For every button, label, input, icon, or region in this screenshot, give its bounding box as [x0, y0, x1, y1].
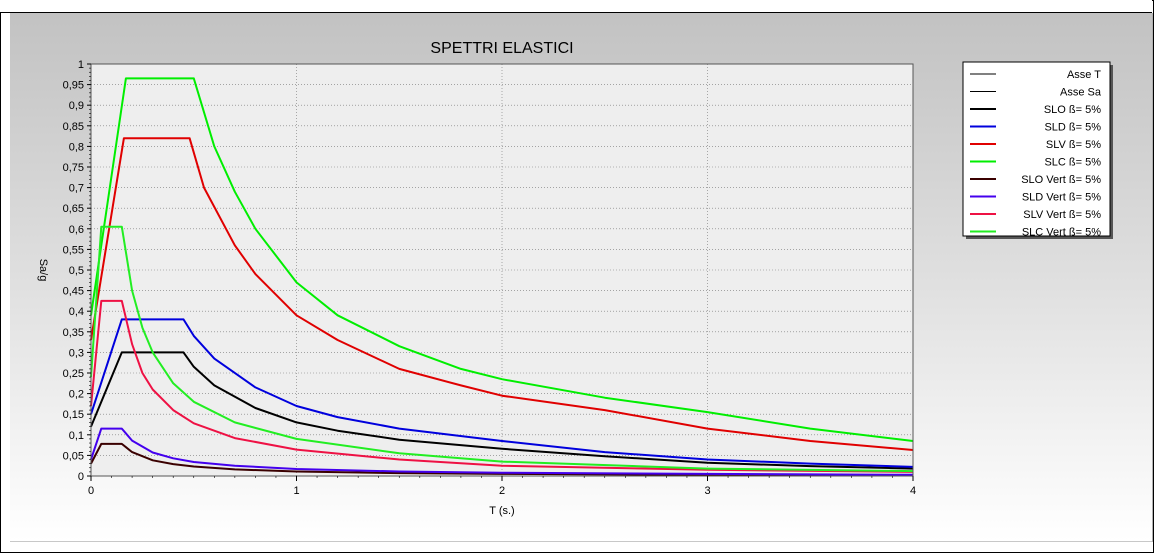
series-line-slo-: [90, 351, 914, 470]
legend-label: SLD ß= 5%: [1044, 122, 1101, 134]
x-tick-label: 1: [293, 485, 299, 497]
y-tick-label: 0,1: [69, 430, 84, 442]
series-line-sld-: [90, 318, 914, 468]
y-tick-label: 0,15: [63, 409, 84, 421]
bottom-divider: [10, 541, 1152, 542]
y-tick-label: 0,5: [69, 265, 84, 277]
y-tick-label: 0,6: [69, 224, 84, 236]
legend-label: SLC ß= 5%: [1044, 157, 1101, 169]
y-tick-label: 0,9: [69, 100, 84, 112]
legend-label: Asse Sa: [1060, 87, 1102, 99]
y-tick-label: 0,05: [63, 450, 84, 462]
y-tick-label: 0,35: [63, 327, 84, 339]
y-tick-label: 0,3: [69, 347, 84, 359]
x-tick-label: 3: [704, 485, 710, 497]
legend-label: SLO Vert ß= 5%: [1021, 174, 1101, 186]
top-strip: [0, 0, 1152, 13]
legend-label: SLV Vert ß= 5%: [1023, 209, 1101, 221]
x-tick-label: 4: [910, 485, 916, 497]
y-tick-label: 0,75: [63, 162, 84, 174]
y-tick-label: 0,85: [63, 121, 84, 133]
legend-label: Asse T: [1067, 69, 1101, 81]
legend-label: SLO ß= 5%: [1044, 104, 1101, 116]
y-tick-label: 0,95: [63, 80, 84, 92]
legend: Asse T Asse Sa SLO ß= 5% SLD ß= 5% SLV ß= 5%…: [962, 61, 1113, 239]
axis-ticks: 0 0,05 0,1 0,15 0,2 0,25 0,3 0,35 0,4 0,45 0,5 0,55…: [63, 59, 916, 497]
y-tick-label: 0,25: [63, 368, 84, 380]
series-line-slv-vert-: [90, 299, 914, 473]
x-tick-label: 2: [499, 485, 505, 497]
y-tick-label: 0: [78, 471, 84, 483]
grid-lines: [91, 64, 913, 476]
series-line-slo-vert-: [90, 442, 914, 477]
x-tick-label: 0: [88, 485, 94, 497]
series-line-slc-: [90, 77, 914, 442]
series-line-slc-vert-: [90, 225, 914, 473]
y-tick-label: 0,55: [63, 244, 84, 256]
series-line-sld-vert-: [90, 427, 914, 476]
legend-label: SLD Vert ß= 5%: [1022, 192, 1101, 204]
y-tick-label: 0,2: [69, 389, 84, 401]
series-layer: [90, 77, 914, 477]
legend-label: SLC Vert ß= 5%: [1022, 227, 1101, 239]
legend-label: SLV ß= 5%: [1046, 139, 1101, 151]
y-axis-title: Sa/g: [37, 259, 49, 282]
y-tick-label: 0,4: [69, 306, 84, 318]
chart-title: SPETTRI ELASTICI: [430, 40, 573, 57]
y-tick-label: 0,65: [63, 203, 84, 215]
y-tick-label: 0,45: [63, 286, 84, 298]
y-tick-label: 0,7: [69, 183, 84, 195]
x-axis-title: T (s.): [489, 505, 514, 517]
series-line-slv-: [90, 137, 914, 451]
y-tick-label: 1: [78, 59, 84, 71]
y-tick-label: 0,8: [69, 141, 84, 153]
